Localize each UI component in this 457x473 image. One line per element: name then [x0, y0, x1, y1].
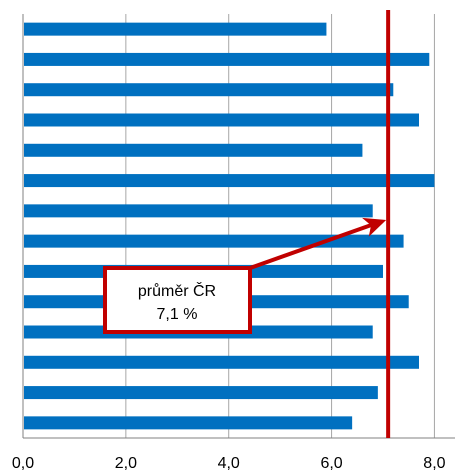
bar	[24, 83, 394, 97]
x-tick-label: 6,0	[320, 455, 342, 472]
annotation-label-line2: 7,1 %	[157, 306, 198, 323]
x-tick-label: 0,0	[12, 455, 34, 472]
annotation-label-line1: průměr ČR	[138, 281, 216, 300]
bar	[24, 204, 373, 218]
bar	[24, 386, 378, 400]
bar	[24, 52, 430, 66]
bar	[24, 416, 353, 430]
annotation-arrow-head	[362, 217, 387, 237]
x-tick-label: 8,0	[423, 455, 445, 472]
x-tick-label: 4,0	[218, 455, 240, 472]
annotation-arrow	[249, 222, 375, 270]
x-tick-label: 2,0	[115, 455, 137, 472]
x-axis: 0,0 2,0 4,0 6,0 8,0	[12, 14, 455, 472]
annotation-box	[103, 266, 252, 334]
bar	[24, 355, 419, 369]
bar	[24, 174, 435, 188]
bar	[24, 113, 419, 127]
annotation-group: průměr ČR 7,1 %	[103, 217, 387, 334]
bar	[24, 143, 363, 157]
bar	[24, 22, 327, 36]
bar	[24, 234, 404, 248]
